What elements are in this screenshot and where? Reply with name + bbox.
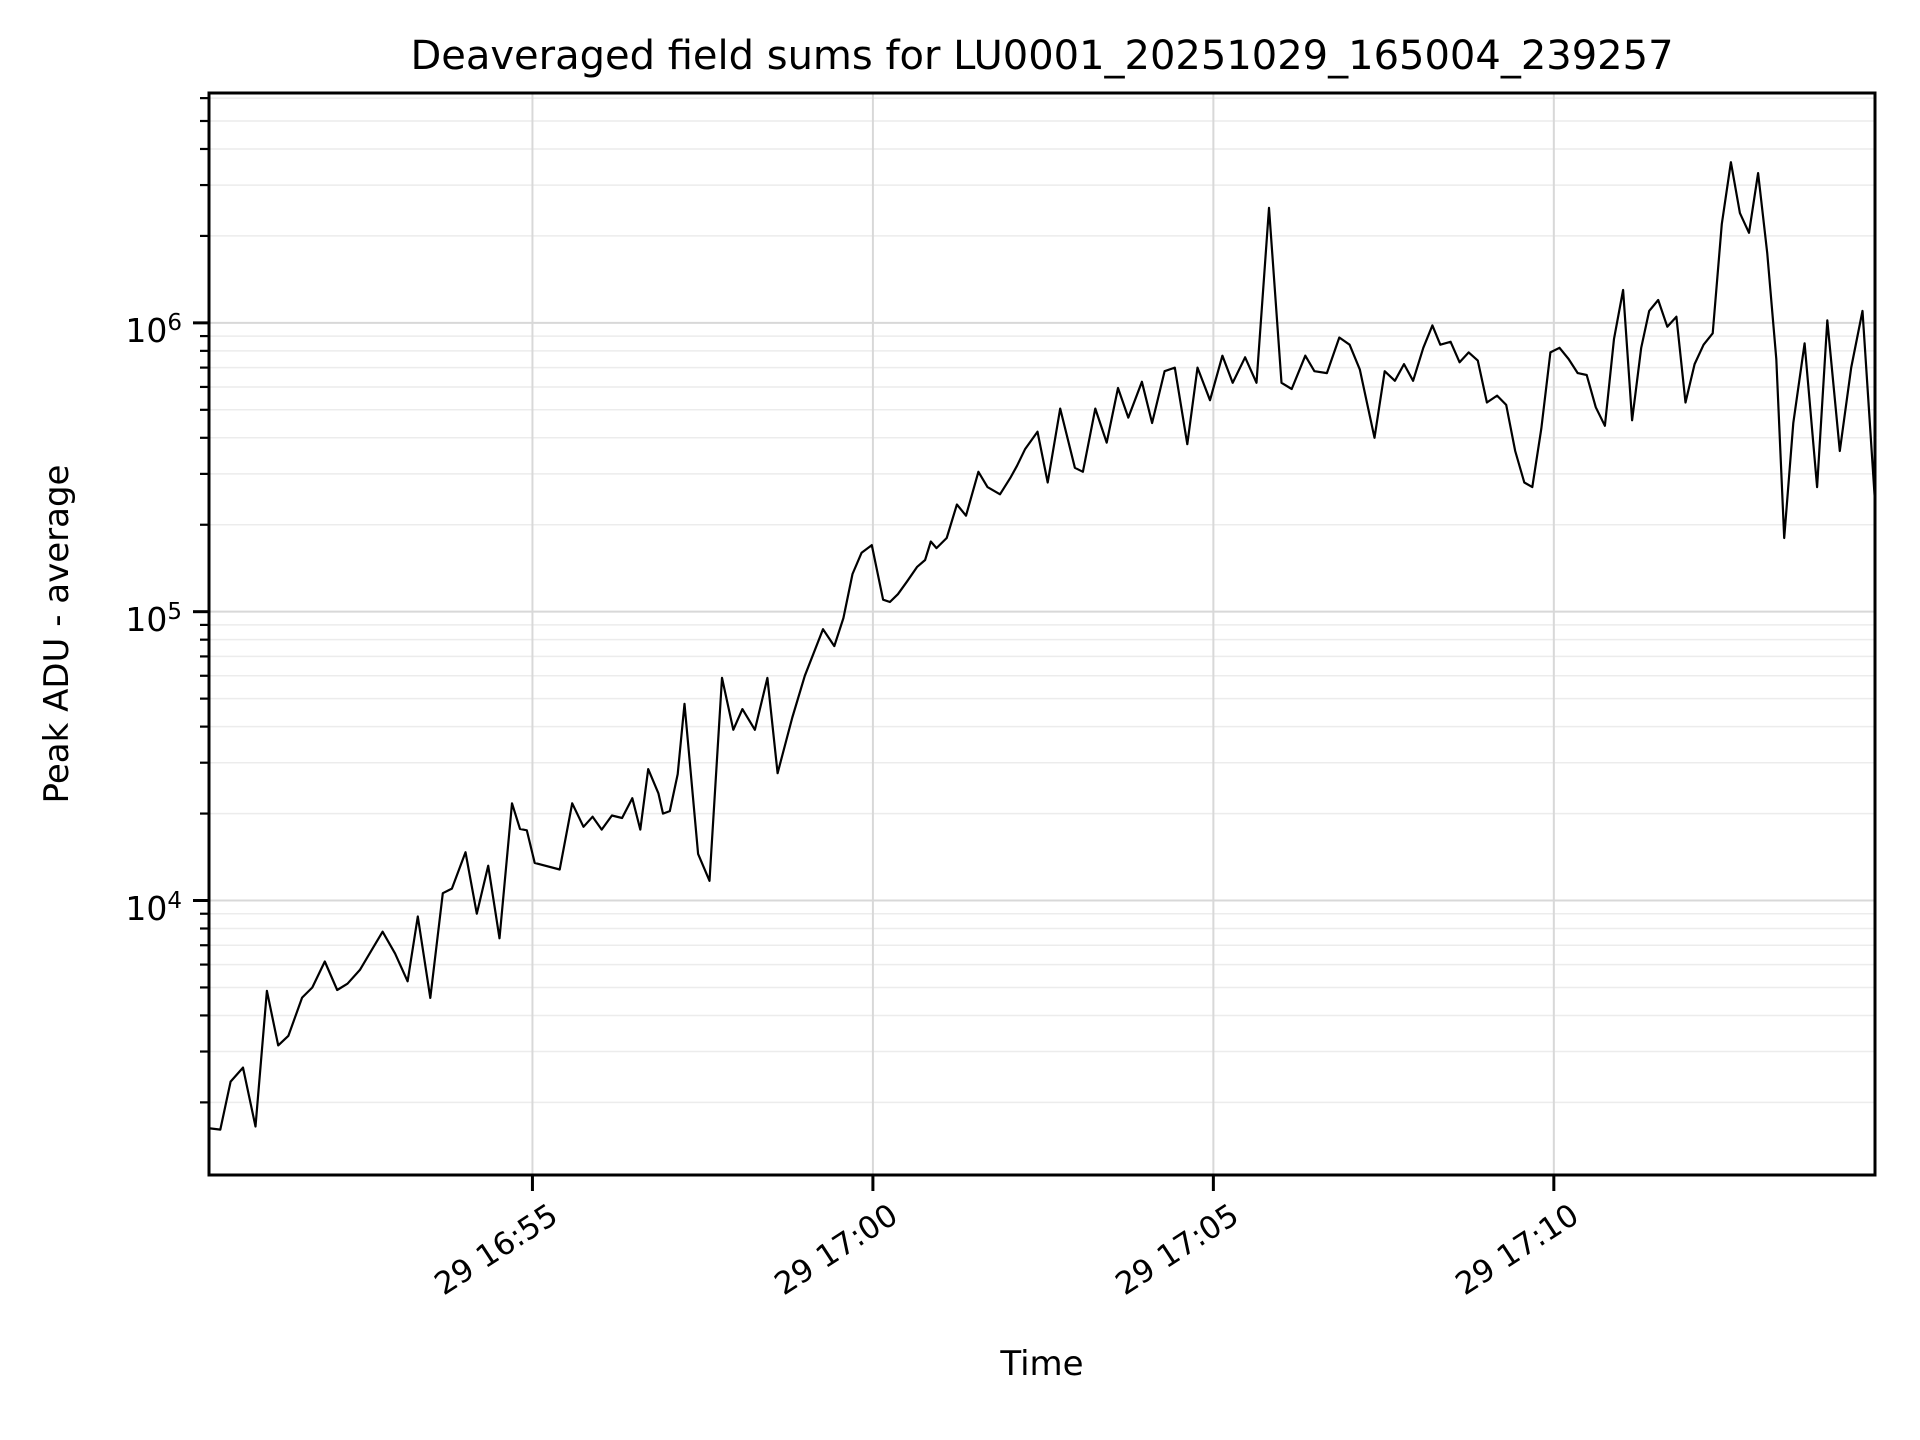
x-axis-label: Time <box>1000 1344 1084 1384</box>
data-line <box>209 161 1877 1131</box>
y-tick-label: 104 <box>125 887 182 928</box>
chart-title: Deaveraged field sums for LU0001_2025102… <box>410 33 1674 79</box>
y-tick-label: 105 <box>125 598 182 639</box>
plot-border <box>207 91 1877 1177</box>
y-tick-label: 106 <box>125 309 182 350</box>
